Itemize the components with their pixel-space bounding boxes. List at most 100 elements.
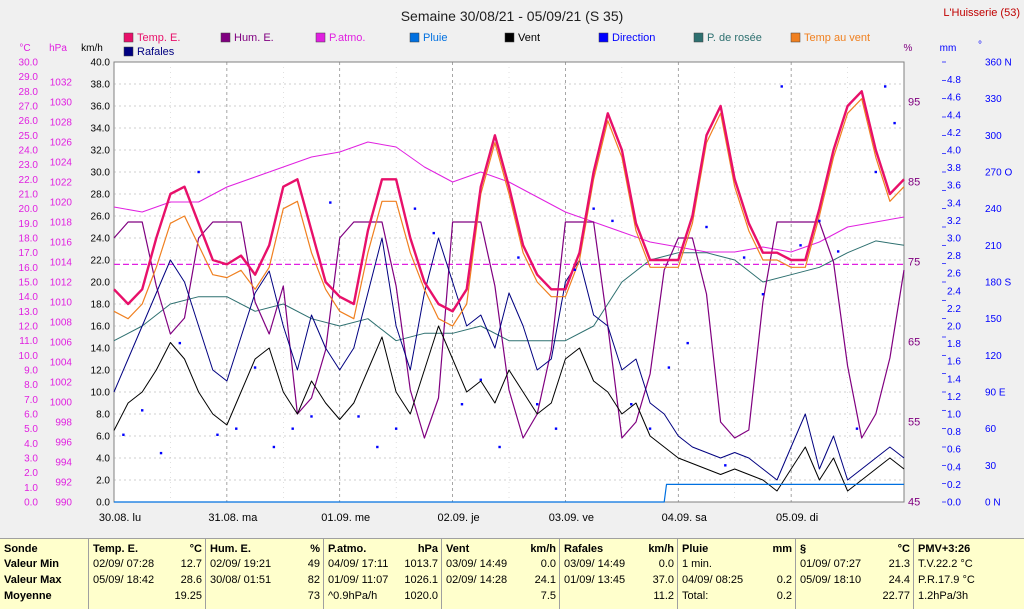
temperature-line [113, 90, 905, 313]
direction-point [836, 250, 840, 253]
legend-label: Temp au vent [804, 32, 870, 44]
axis-tick-label: 1006 [50, 338, 73, 349]
axis-tick-label: 998 [55, 418, 72, 429]
direction-point [235, 427, 238, 430]
direction-point [554, 427, 558, 430]
axis-tick-label: 28.0 [19, 87, 39, 98]
weather-chart: Semaine 30/08/21 - 05/09/21 (S 35) L'Hui… [18, 7, 1020, 524]
axis-tick-label: 40.0 [91, 58, 111, 69]
axis-tick-label: 25.0 [19, 131, 39, 142]
axis-tick-label: 210 [985, 241, 1002, 252]
direction-point [705, 225, 708, 229]
axis-tick-label: 8.0 [24, 380, 38, 391]
axis-tick-label: 18.0 [91, 300, 111, 311]
direction-point [761, 293, 765, 296]
humidity-axis-unit: % [904, 43, 913, 54]
axis-tick-label: 120 [985, 351, 1002, 362]
axis-tick-label: 1.4 [947, 374, 961, 385]
axis-tick-label: 0.6 [947, 445, 961, 456]
stats-avg-value: 7.5 [540, 590, 556, 602]
stats-max-time: 01/09/ 11:07 [328, 574, 389, 586]
stats-avg-value: 0.2 [776, 590, 792, 602]
day-label: 01.09. me [321, 512, 370, 524]
stats-max-value: 0.2 [776, 574, 792, 586]
axis-tick-label: 1030 [50, 98, 73, 109]
direction-point [357, 415, 360, 418]
stats-unit: mm [772, 543, 792, 555]
stats-max-value: 1026.1 [404, 574, 438, 586]
axis-tick-label: 4.2 [947, 128, 961, 139]
chart-title: Semaine 30/08/21 - 05/09/21 (S 35) [401, 8, 624, 24]
stats-avg-text: ^0.9hPa/h [328, 590, 378, 602]
stats-unit: % [310, 543, 320, 555]
legend-swatch [220, 32, 231, 43]
legend-label: Vent [518, 32, 540, 44]
day-label: 30.08. lu [99, 512, 141, 524]
stats-avg-label: Moyenne [4, 590, 52, 602]
axis-tick-label: 0.8 [947, 427, 961, 438]
pmv-line-3: 1.2hPa/3h [918, 590, 969, 602]
axis-tick-label: 27.0 [19, 102, 39, 113]
stats-min-time: 02/09/ 19:21 [210, 558, 272, 570]
axis-tick-label: 3.8 [947, 163, 961, 174]
direction-point [742, 256, 746, 259]
stats-header: Vent [446, 543, 470, 555]
direction-point [799, 244, 802, 247]
axis-tick-label: 2.0 [24, 468, 38, 479]
direction-point [592, 207, 595, 210]
pmv-line-2: P.R.17.9 °C [918, 574, 975, 586]
axis-tick-label: 1.0 [24, 483, 38, 494]
legend-swatch [598, 32, 609, 43]
stats-min-time: 1 min. [682, 558, 712, 570]
stats-avg-text: Total: [682, 590, 709, 602]
direction-point [159, 451, 163, 455]
axis-tick-label: 1004 [50, 358, 73, 369]
axis-tick-label: 26.0 [19, 116, 39, 127]
axis-tick-label: 996 [55, 438, 72, 449]
axis-tick-label: 0 N [985, 498, 1001, 509]
stats-max-time: 05/09/ 18:10 [800, 574, 862, 586]
axis-tick-label: 0.0 [96, 498, 110, 509]
axis-tick-label: 15.0 [19, 278, 39, 289]
stats-header: § [800, 543, 807, 555]
stats-avg-value: 1020.0 [404, 590, 438, 602]
stats-avg-value: 11.2 [653, 590, 674, 602]
stats-panel: Sonde Valeur Min Valeur Max Moyenne Temp… [0, 538, 1024, 609]
stats-header: Rafales [564, 543, 604, 555]
direction-point [893, 121, 896, 125]
axis-tick-label: 28.0 [91, 190, 111, 201]
axis-tick-label: 1.2 [947, 392, 961, 403]
direction-point [460, 403, 464, 406]
axis-tick-label: 1014 [50, 258, 73, 269]
axis-tick-label: 14.0 [19, 292, 39, 303]
axis-tick-label: 270 O [985, 168, 1012, 179]
direction-point [329, 201, 332, 204]
axis-tick-label: 7.0 [24, 395, 38, 406]
stats-col-pressure: P.atmo. hPa 04/09/ 17:11 1013.7 01/09/ 11:… [323, 539, 442, 609]
day-label: 03.09. ve [549, 512, 594, 524]
axis-tick-label: 65 [908, 337, 920, 349]
direction-point [517, 256, 520, 259]
direction-point [310, 415, 313, 418]
axis-tick-label: 12.0 [91, 366, 111, 377]
chart-legend: Temp. E. Hum. E. P.atmo. Pluie Vent Direction… [123, 32, 870, 58]
direction-point [253, 366, 257, 369]
axis-tick-label: 8.0 [96, 410, 110, 421]
axis-tick-label: 6.0 [24, 410, 38, 421]
axis-tick-label: 85 [908, 177, 920, 189]
legend-label: Pluie [423, 32, 447, 44]
axis-tick-label: 20.0 [91, 278, 111, 289]
stats-labels-col: Sonde Valeur Min Valeur Max Moyenne [0, 539, 88, 609]
axis-tick-label: 1.0 [947, 410, 961, 421]
axis-tick-label: 1002 [50, 378, 73, 389]
stats-min-time: 01/09/ 07:27 [800, 558, 862, 570]
axis-tick-label: 9.0 [24, 366, 38, 377]
axis-tick-label: 24.0 [19, 146, 39, 157]
axis-tick-label: 180 S [985, 278, 1011, 289]
legend-label: Direction [612, 32, 655, 44]
axis-tick-label: 240 [985, 204, 1002, 215]
axis-tick-label: 13.0 [19, 307, 39, 318]
stats-min-value: 0.0 [540, 558, 556, 570]
direction-point [394, 427, 398, 430]
axis-tick-label: 1018 [50, 218, 73, 229]
